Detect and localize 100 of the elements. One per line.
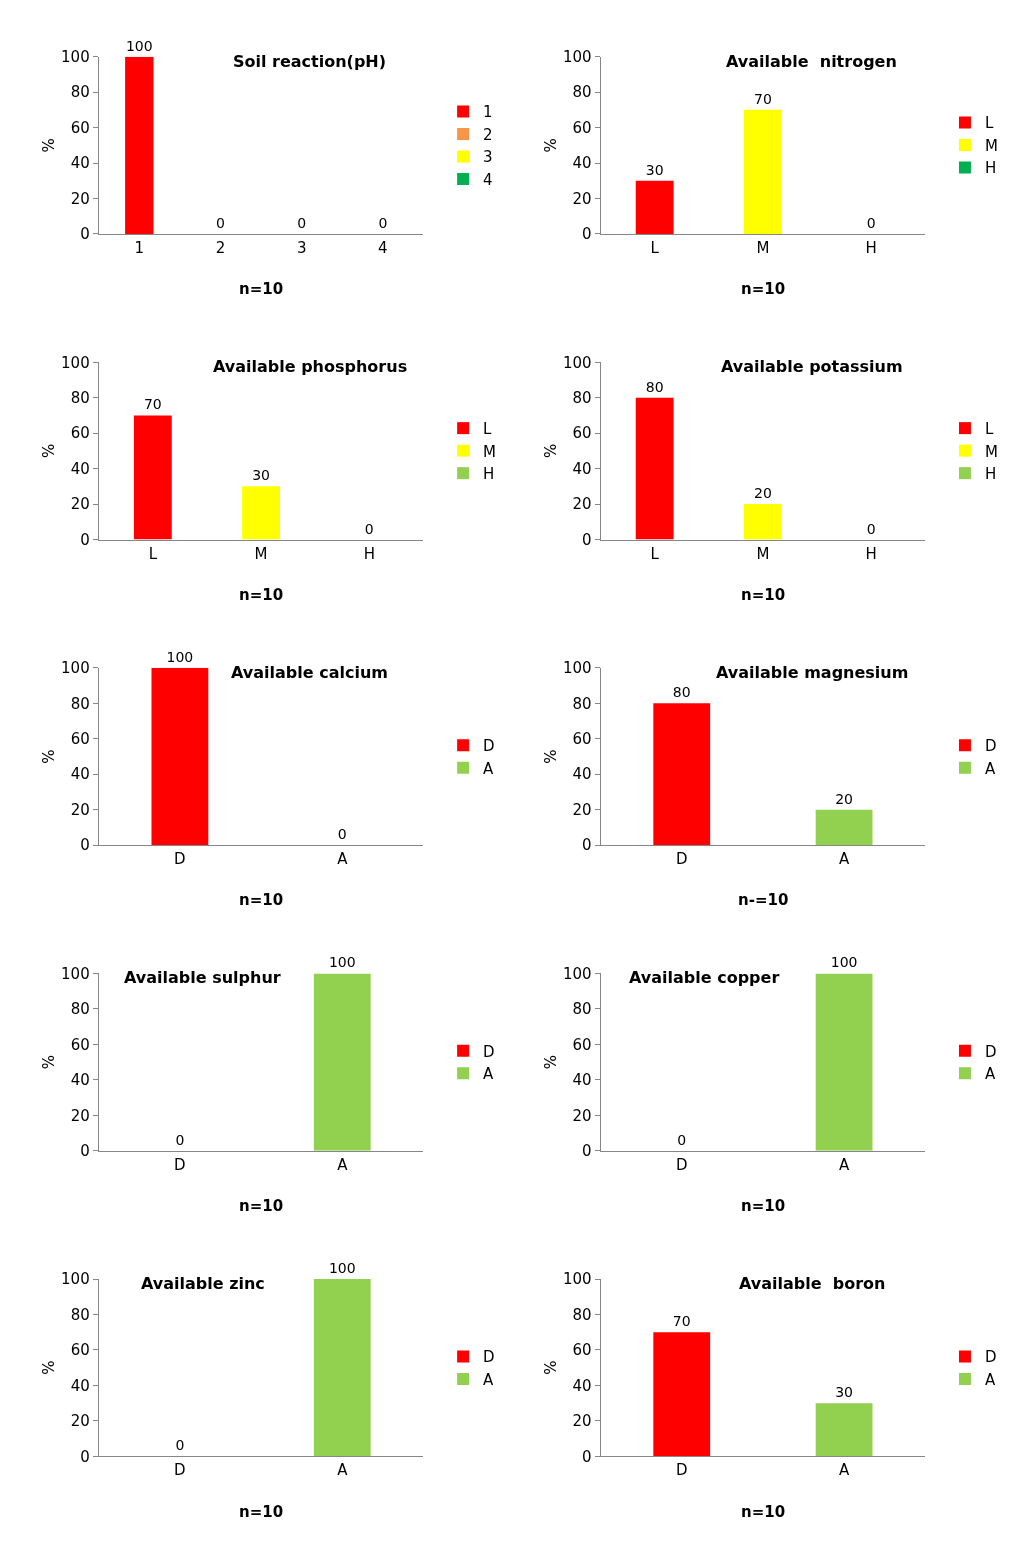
text: n-=10 xyxy=(738,891,789,909)
text: n=10 xyxy=(239,1503,284,1521)
y-tick-label: 40 xyxy=(572,1071,592,1090)
y-tick-label: 80 xyxy=(70,1000,90,1019)
data-label: 0 xyxy=(866,214,876,231)
legend-label: H xyxy=(984,159,997,178)
text: n=10 xyxy=(741,280,786,298)
y-axis-title: % xyxy=(542,138,561,153)
legend-label: D xyxy=(483,737,495,756)
y-tick-label: 100 xyxy=(61,1270,90,1289)
y-tick-label: 20 xyxy=(572,495,592,514)
x-tick-label: H xyxy=(363,544,375,563)
legend-label: A xyxy=(483,1065,495,1084)
x-tick-label: L xyxy=(650,238,660,257)
legend-label: D xyxy=(984,737,997,756)
x-tick-label: M xyxy=(756,238,770,257)
x-tick-label: H xyxy=(865,238,877,257)
y-tick-label: 80 xyxy=(70,1305,90,1324)
chart-title: Soil reaction(pH) xyxy=(233,52,387,71)
y-tick-label: 40 xyxy=(70,154,90,173)
y-tick-label: 40 xyxy=(572,459,592,478)
y-tick-label: 0 xyxy=(582,530,592,549)
y-axis-title: % xyxy=(40,749,59,764)
legend-label: H xyxy=(483,465,495,483)
y-tick-label: 80 xyxy=(572,1000,592,1019)
y-tick-label: 20 xyxy=(572,189,592,208)
y-tick-label: 100 xyxy=(61,353,90,372)
x-tick-label: A xyxy=(337,1461,349,1480)
x-tick-label: A xyxy=(838,1461,850,1480)
y-tick-label: 60 xyxy=(572,1035,592,1054)
x-tick-label: A xyxy=(337,1155,349,1174)
chart-title: Available calcium xyxy=(231,663,388,682)
y-axis-title: % xyxy=(542,443,561,459)
y-tick-label: 80 xyxy=(70,83,90,102)
data-label: 100 xyxy=(328,954,356,971)
y-tick-label: 100 xyxy=(61,47,90,66)
y-tick-label: 60 xyxy=(572,118,592,137)
data-label: 20 xyxy=(835,790,854,807)
y-tick-label: 20 xyxy=(572,1412,592,1431)
data-label: 30 xyxy=(645,161,664,178)
chart-title: Available boron xyxy=(739,1274,886,1293)
y-tick-label: 0 xyxy=(80,836,90,855)
data-label: 0 xyxy=(378,214,388,231)
y-tick-label: 60 xyxy=(70,730,90,749)
y-tick-label: 0 xyxy=(80,530,90,549)
data-label: 70 xyxy=(143,396,162,413)
x-tick-label: 1 xyxy=(134,238,145,257)
x-tick-label: D xyxy=(675,1155,688,1174)
legend-label: A xyxy=(483,1370,495,1389)
data-label: 0 xyxy=(175,1131,185,1148)
y-tick-label: 100 xyxy=(562,353,592,372)
chart-title: Available zinc xyxy=(141,1274,265,1293)
legend-label: D xyxy=(483,1042,495,1061)
x-tick-label: A xyxy=(838,850,850,869)
y-tick-label: 40 xyxy=(70,1376,90,1395)
y-tick-label: 60 xyxy=(70,1341,90,1360)
legend-label: D xyxy=(984,1348,997,1367)
y-tick-label: 100 xyxy=(562,1270,592,1289)
data-label: 100 xyxy=(166,648,194,665)
y-tick-label: 20 xyxy=(572,1106,592,1125)
y-axis-title: % xyxy=(40,138,59,153)
y-axis-title: % xyxy=(542,1054,561,1070)
y-tick-label: 60 xyxy=(70,1035,90,1054)
data-label: 0 xyxy=(175,1437,185,1454)
data-label: 100 xyxy=(125,37,153,54)
y-tick-label: 60 xyxy=(572,1341,592,1360)
y-tick-label: 80 xyxy=(572,694,592,713)
data-label: 70 xyxy=(754,90,772,107)
y-tick-label: 40 xyxy=(572,1376,592,1395)
y-tick-label: 80 xyxy=(70,694,90,713)
y-tick-label: 0 xyxy=(80,225,90,244)
data-label: 100 xyxy=(830,954,858,971)
y-tick-label: 0 xyxy=(80,1447,90,1466)
y-tick-label: 80 xyxy=(572,1305,592,1324)
x-tick-label: D xyxy=(675,850,688,869)
y-tick-label: 0 xyxy=(582,225,592,244)
x-tick-label: D xyxy=(174,1461,186,1480)
text: n=10 xyxy=(239,891,284,909)
y-tick-label: 0 xyxy=(582,836,592,855)
y-tick-label: 100 xyxy=(61,964,90,983)
y-tick-label: 100 xyxy=(562,964,592,983)
legend-label: L xyxy=(483,420,493,438)
legend-label: L xyxy=(984,420,994,438)
x-tick-label: L xyxy=(650,544,660,563)
y-tick-label: 60 xyxy=(572,730,592,749)
y-axis-title: % xyxy=(40,443,59,459)
text: n=10 xyxy=(239,1197,284,1215)
legend-label: 1 xyxy=(483,103,493,122)
y-tick-label: 0 xyxy=(582,1447,592,1466)
legend-label: A xyxy=(984,759,996,778)
legend-label: L xyxy=(984,114,994,133)
x-tick-label: 4 xyxy=(378,238,388,257)
chart-title: Available copper xyxy=(629,968,780,987)
legend-label: H xyxy=(984,465,997,483)
y-tick-label: 60 xyxy=(70,118,90,137)
y-tick-label: 60 xyxy=(70,424,90,443)
data-label: 70 xyxy=(672,1313,691,1330)
y-tick-label: 20 xyxy=(70,1106,90,1125)
chart-title: Available magnesium xyxy=(716,663,909,682)
y-tick-label: 40 xyxy=(572,154,592,173)
